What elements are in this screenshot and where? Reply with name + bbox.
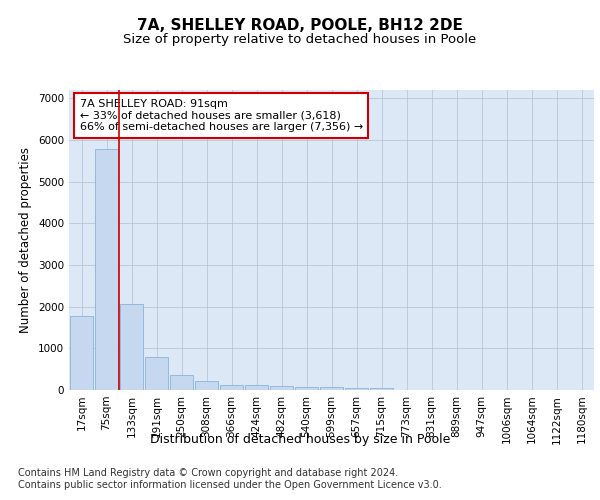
Bar	[295, 387, 319, 390]
Y-axis label: Number of detached properties: Number of detached properties	[19, 147, 32, 333]
Text: Contains public sector information licensed under the Open Government Licence v3: Contains public sector information licen…	[18, 480, 442, 490]
Bar	[245, 386, 268, 390]
Text: Distribution of detached houses by size in Poole: Distribution of detached houses by size …	[150, 432, 450, 446]
Bar	[320, 388, 343, 390]
Text: 7A SHELLEY ROAD: 91sqm
← 33% of detached houses are smaller (3,618)
66% of semi-: 7A SHELLEY ROAD: 91sqm ← 33% of detached…	[79, 99, 363, 132]
Bar	[170, 375, 193, 390]
Bar	[194, 381, 218, 390]
Bar	[220, 384, 244, 390]
Text: Size of property relative to detached houses in Poole: Size of property relative to detached ho…	[124, 32, 476, 46]
Text: Contains HM Land Registry data © Crown copyright and database right 2024.: Contains HM Land Registry data © Crown c…	[18, 468, 398, 477]
Bar	[95, 149, 118, 390]
Bar	[70, 316, 94, 390]
Bar	[119, 304, 143, 390]
Bar	[370, 388, 394, 390]
Bar	[145, 356, 169, 390]
Bar	[344, 388, 368, 390]
Text: 7A, SHELLEY ROAD, POOLE, BH12 2DE: 7A, SHELLEY ROAD, POOLE, BH12 2DE	[137, 18, 463, 32]
Bar	[269, 386, 293, 390]
